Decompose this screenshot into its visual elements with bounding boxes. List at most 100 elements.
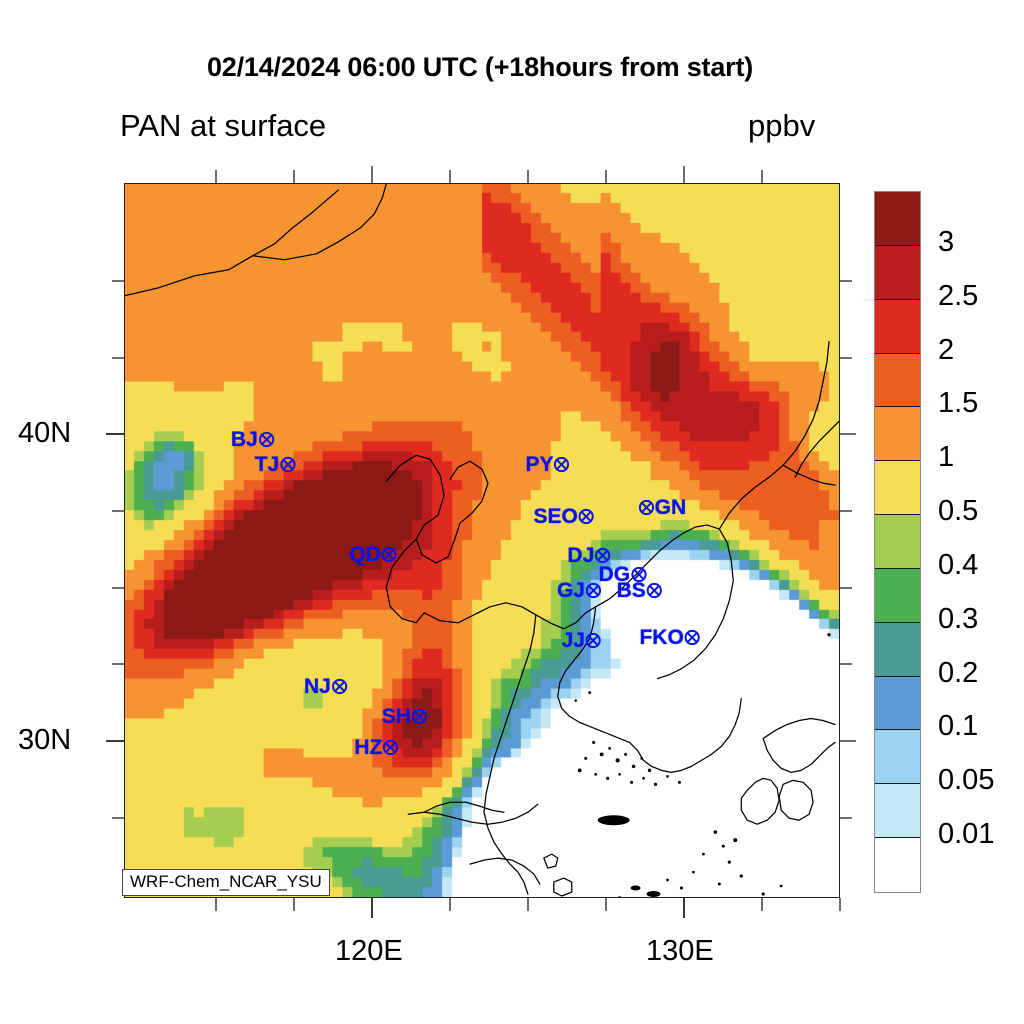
right-tick-minor (840, 663, 852, 665)
circle-x-marker-icon (331, 678, 347, 695)
station-marker-sh: SH (382, 706, 428, 727)
lon-tick-minor (449, 898, 451, 911)
top-tick-minor (683, 166, 685, 183)
top-tick-minor (371, 166, 373, 183)
station-marker-tj: TJ (255, 454, 297, 475)
station-label: BJ (230, 428, 258, 452)
right-tick-minor (840, 433, 856, 435)
circle-x-marker-icon (585, 633, 602, 649)
lat-tick-minor (112, 510, 124, 512)
colorbar-band (875, 515, 920, 569)
colorbar-band (875, 353, 920, 408)
figure-subtitle: PAN at surface (120, 108, 327, 143)
colorbar-tick-label: 0.4 (938, 548, 979, 581)
colorbar-tick-label: 0.2 (938, 656, 979, 689)
station-marker-fko: FKO (639, 627, 700, 648)
colorbar-tick-label: 0.05 (938, 764, 995, 797)
circle-x-marker-icon (383, 740, 399, 756)
right-tick-minor (840, 740, 856, 742)
circle-x-marker-icon (578, 508, 594, 524)
station-label: JJ (561, 629, 585, 653)
figure-title: 02/14/2024 06:00 UTC (+18hours from star… (206, 52, 754, 82)
colorbar-band (875, 192, 920, 246)
lat-tick-40n (106, 433, 124, 435)
station-label: DJ (567, 544, 595, 568)
right-tick-minor (840, 587, 852, 589)
colorbar-tick-label: 2 (938, 333, 955, 366)
colorbar-band (875, 299, 920, 354)
station-marker-dg: DG (599, 564, 648, 585)
circle-x-marker-icon (585, 583, 602, 599)
station-label: GJ (556, 579, 585, 603)
lon-label-130e: 130E (646, 935, 714, 967)
right-tick-minor (840, 280, 852, 282)
station-marker-dj: DJ (567, 545, 611, 566)
lon-tick-minor (839, 898, 841, 911)
lat-tick-minor (112, 280, 124, 282)
colorbar-band (875, 784, 920, 839)
colorbar-band (875, 676, 920, 731)
right-tick-minor (840, 357, 852, 359)
lat-tick-30n (106, 740, 124, 742)
station-label: HZ (354, 736, 383, 760)
right-tick-minor (840, 510, 852, 512)
colorbar (874, 191, 921, 893)
station-marker-py: PY (525, 454, 570, 475)
station-marker-qd: QD (349, 544, 398, 565)
circle-x-marker-icon (595, 547, 611, 564)
station-label: DG (598, 562, 631, 586)
lon-tick-minor (293, 898, 295, 911)
colorbar-tick-label: 0.5 (938, 495, 979, 528)
circle-x-marker-icon (411, 708, 428, 725)
colorbar-tick-label: 1.5 (938, 387, 979, 420)
model-stamp: WRF-Chem_NCAR_YSU (122, 869, 330, 896)
lon-tick-minor (527, 898, 529, 911)
circle-x-marker-icon (280, 456, 296, 472)
colorbar-tick-label: 1 (938, 441, 955, 474)
station-marker-bj: BJ (231, 429, 275, 450)
circle-x-marker-icon (684, 630, 700, 646)
lon-tick-minor (761, 898, 763, 911)
colorbar-tick-label: 0.1 (938, 710, 979, 743)
circle-x-marker-icon (630, 566, 647, 582)
station-label: NJ (303, 674, 331, 698)
station-label: FKO (639, 626, 684, 650)
units-label: ppbv (748, 108, 816, 143)
top-tick-minor (293, 170, 295, 183)
lat-tick-minor (112, 663, 124, 665)
lon-tick-120e (371, 898, 373, 918)
lat-tick-minor (112, 357, 124, 359)
station-label: QD (349, 543, 381, 567)
lon-label-120e: 120E (335, 935, 403, 967)
circle-x-marker-icon (646, 583, 662, 599)
colorbar-band (875, 730, 920, 785)
circle-x-marker-icon (554, 457, 570, 473)
station-marker-hz: HZ (354, 737, 399, 758)
colorbar-band (875, 461, 920, 516)
top-tick-minor (215, 170, 217, 183)
colorbar-band (875, 568, 920, 623)
colorbar-tick-label: 0.3 (938, 602, 979, 635)
top-tick-minor (761, 170, 763, 183)
lat-tick-minor (112, 817, 124, 819)
circle-x-marker-icon (638, 500, 654, 516)
station-label: TJ (254, 452, 280, 476)
station-label: BS (616, 579, 646, 603)
colorbar-band (875, 245, 920, 300)
top-tick-minor (449, 170, 451, 183)
station-marker-nj: NJ (304, 676, 348, 697)
colorbar-tick-label: 3 (938, 225, 955, 258)
colorbar-band (875, 407, 920, 462)
pan-concentration-field (125, 184, 839, 897)
lat-tick-minor (112, 587, 124, 589)
lon-tick-minor (215, 898, 217, 911)
lon-tick-minor (605, 898, 607, 911)
station-label: SH (381, 704, 411, 728)
station-marker-gn: GN (638, 497, 686, 518)
top-tick-minor (527, 170, 529, 183)
station-marker-gj: GJ (557, 580, 602, 601)
station-marker-bs: BS (617, 580, 663, 601)
colorbar-band (875, 838, 920, 892)
station-marker-seo: SEO (533, 506, 594, 527)
